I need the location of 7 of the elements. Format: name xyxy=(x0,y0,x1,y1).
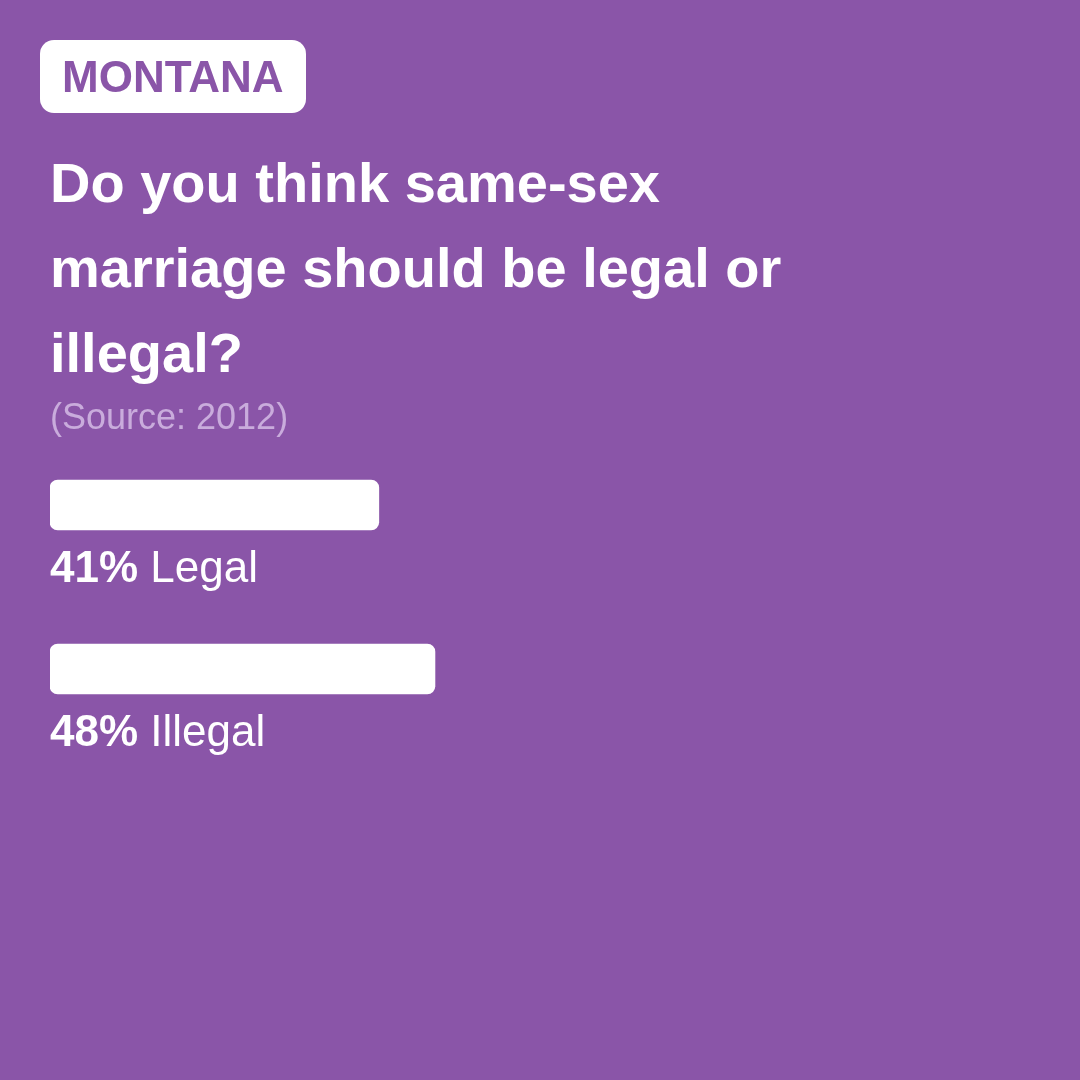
chart-title: Do you think same-sex marriage should be legal or illegal? xyxy=(50,150,783,386)
text: (Source: 2012) xyxy=(50,396,289,438)
data-label: 48% xyxy=(50,706,139,755)
y-tick-label: Legal xyxy=(150,542,258,591)
data-label: 41% xyxy=(50,542,139,591)
chart-subtitle: MONTANA xyxy=(40,40,306,113)
y-tick-label: Illegal xyxy=(150,706,266,755)
